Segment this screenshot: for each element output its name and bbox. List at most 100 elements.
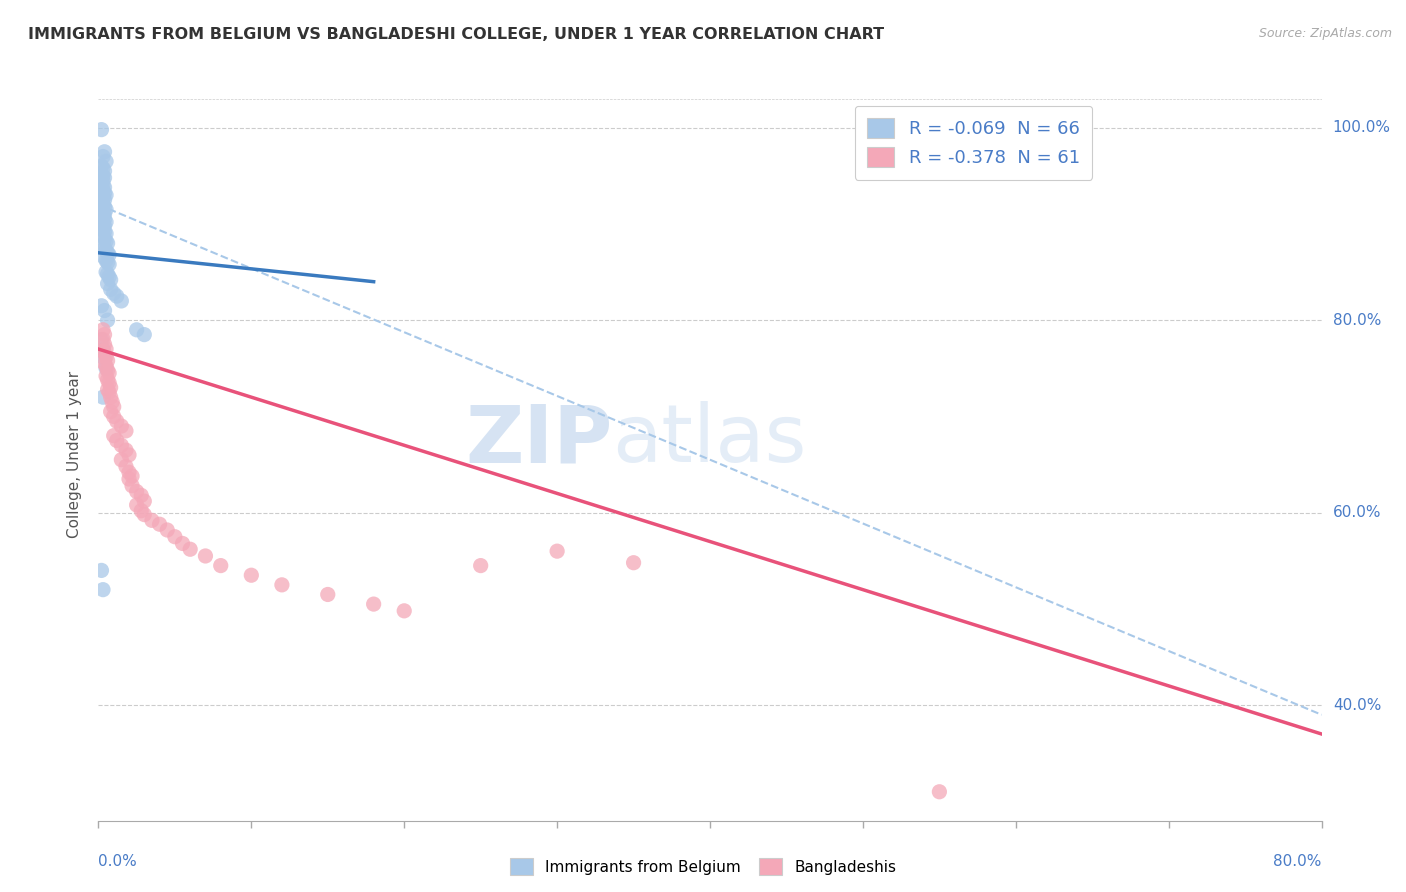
Point [91,183,114,197]
Point [172,536,194,550]
Point [94,350,117,364]
Text: 0.0%: 0.0% [98,855,138,870]
Point [91,333,114,347]
Point [110,438,132,452]
Point [93,186,115,201]
Point [101,395,124,409]
Point [103,409,125,424]
Point [179,542,201,557]
Point [240,568,263,582]
Point [93,241,115,255]
Point [91,205,114,219]
Text: 100.0%: 100.0% [1333,120,1391,136]
Point [103,286,125,301]
Point [129,504,152,518]
Point [98,269,121,284]
Point [93,170,115,185]
Point [100,273,122,287]
Point [94,154,117,169]
Point [156,523,179,537]
Point [125,323,148,337]
Point [90,195,112,210]
Point [110,293,132,308]
Point [141,513,163,527]
Point [91,228,114,243]
Point [90,333,112,347]
Point [94,359,117,374]
Point [93,180,115,194]
Point [121,469,143,483]
Point [94,253,117,268]
Point [98,385,121,400]
Point [97,267,120,281]
Point [90,563,112,577]
Point [134,494,156,508]
Point [125,484,148,499]
Point [125,498,148,512]
Point [149,517,172,532]
Point [91,178,114,193]
Point [100,282,122,296]
Point [94,369,117,384]
Point [91,150,114,164]
Point [91,217,114,231]
Point [97,313,120,327]
Point [93,347,115,361]
Point [163,530,186,544]
Point [91,173,114,188]
Point [103,400,125,414]
Point [470,558,492,573]
Point [98,257,121,271]
Point [90,299,112,313]
Point [97,363,120,377]
Text: ZIP: ZIP [465,401,612,479]
Point [363,597,385,611]
Point [93,351,115,366]
Text: 60.0%: 60.0% [1333,505,1381,520]
Point [134,327,156,342]
Point [94,244,117,258]
Point [118,465,141,479]
Point [100,404,122,418]
Point [94,202,117,217]
Point [94,342,117,356]
Point [91,390,114,404]
Point [93,231,115,245]
Point [94,215,117,229]
Point [97,353,120,368]
Point [90,159,112,173]
Point [928,785,950,799]
Point [91,238,114,252]
Text: IMMIGRANTS FROM BELGIUM VS BANGLADESHI COLLEGE, UNDER 1 YEAR CORRELATION CHART: IMMIGRANTS FROM BELGIUM VS BANGLADESHI C… [28,27,884,42]
Point [110,419,132,434]
Point [121,479,143,493]
Point [91,343,114,358]
Point [546,544,568,558]
Point [90,177,112,191]
Point [91,342,114,356]
Text: Source: ZipAtlas.com: Source: ZipAtlas.com [1258,27,1392,40]
Point [98,248,121,262]
Point [91,582,114,597]
Point [115,459,138,474]
Point [118,472,141,486]
Point [91,169,114,183]
Point [97,255,120,269]
Text: 40.0%: 40.0% [1333,698,1381,713]
Point [94,361,117,376]
Legend: Immigrants from Belgium, Bangladeshis: Immigrants from Belgium, Bangladeshis [502,851,904,882]
Point [93,337,115,351]
Point [316,587,339,601]
Point [93,145,115,159]
Point [91,209,114,223]
Point [270,578,292,592]
Point [105,434,128,448]
Point [97,277,120,291]
Point [93,200,115,214]
Point [118,448,141,462]
Point [97,373,120,387]
Text: atlas: atlas [612,401,807,479]
Point [97,245,120,260]
Point [93,327,115,342]
Point [91,161,114,175]
